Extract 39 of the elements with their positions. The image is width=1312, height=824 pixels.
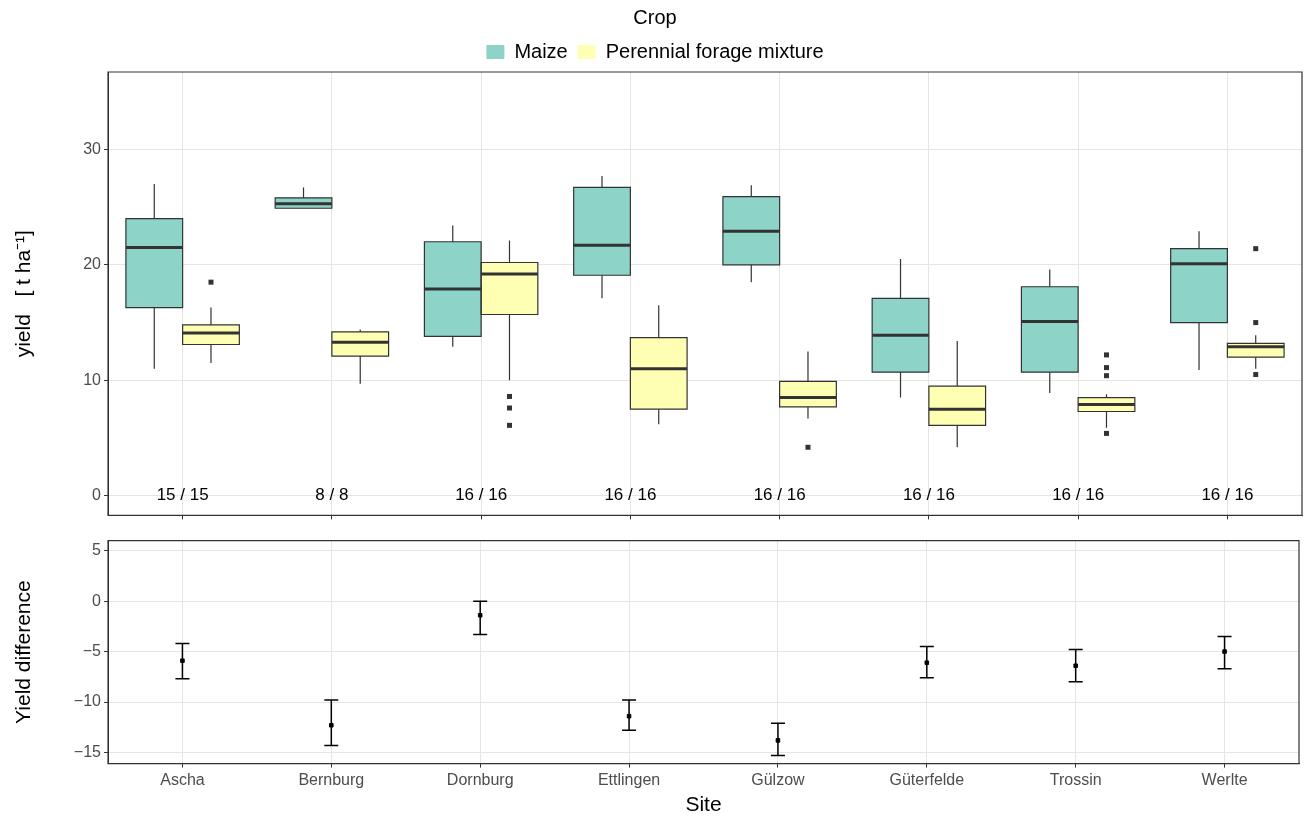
y-tick-label: 30 (83, 139, 102, 157)
annotation: 8 / 8 (315, 485, 349, 505)
x-tick-label: Dornburg (446, 770, 514, 788)
annotation: 16 / 16 (455, 485, 508, 505)
legend-label: Perennial forage mixture (605, 39, 824, 62)
y-tick-label: −5 (82, 642, 102, 659)
legend-title: Crop (633, 5, 677, 28)
legend-label: Maize (514, 39, 568, 62)
point (775, 738, 781, 743)
y-tick-label: −15 (73, 742, 102, 760)
annotation: 16 / 16 (902, 485, 955, 505)
x-axis-title: Site (685, 792, 722, 816)
point (626, 713, 632, 719)
annotation: 16 / 16 (1201, 485, 1254, 505)
x-tick-label: Ettlingen (597, 770, 661, 788)
y-tick-label: 5 (92, 541, 102, 559)
point (924, 660, 930, 665)
x-tick-label: Werlte (1201, 770, 1248, 788)
y-tick-label: 10 (83, 370, 102, 388)
x-tick-label: Ascha (160, 770, 205, 788)
y-tick-label: −10 (73, 692, 102, 710)
annotation: 15 / 15 (156, 485, 209, 505)
point (1222, 649, 1227, 654)
annotation: 16 / 16 (1052, 485, 1105, 505)
annotation: 16 / 16 (753, 485, 806, 505)
point (180, 658, 185, 663)
x-tick-label: Bernburg (298, 770, 365, 788)
y-axis-title: yield [ t ha⁻¹] (11, 230, 35, 358)
annotation: 16 / 16 (604, 485, 657, 505)
y-tick-label: 0 (92, 591, 102, 609)
point (477, 613, 483, 618)
y-axis-title: Yield difference (11, 580, 35, 724)
point (329, 722, 334, 728)
x-tick-label: Güterfelde (889, 770, 965, 788)
point (1073, 663, 1078, 668)
x-tick-label: Gülzow (751, 770, 806, 788)
y-tick-label: 20 (83, 255, 102, 273)
x-tick-label: Trossin (1049, 770, 1102, 788)
y-tick-label: 0 (92, 486, 102, 504)
